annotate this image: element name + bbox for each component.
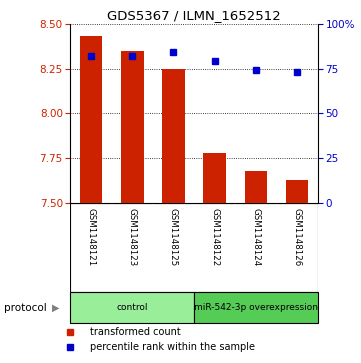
Text: protocol: protocol bbox=[4, 303, 46, 313]
Bar bbox=[286, 180, 308, 203]
Bar bbox=[194, 292, 318, 323]
Text: transformed count: transformed count bbox=[90, 327, 181, 337]
Text: ▶: ▶ bbox=[52, 303, 60, 313]
Text: control: control bbox=[117, 303, 148, 312]
Text: GSM1148126: GSM1148126 bbox=[292, 208, 301, 266]
Text: percentile rank within the sample: percentile rank within the sample bbox=[90, 342, 255, 352]
Bar bbox=[203, 153, 226, 203]
Text: GSM1148123: GSM1148123 bbox=[128, 208, 137, 266]
Text: miR-542-3p overexpression: miR-542-3p overexpression bbox=[194, 303, 318, 312]
Bar bbox=[162, 69, 185, 203]
Text: GSM1148122: GSM1148122 bbox=[210, 208, 219, 266]
Bar bbox=[244, 171, 267, 203]
Title: GDS5367 / ILMN_1652512: GDS5367 / ILMN_1652512 bbox=[107, 9, 281, 23]
Bar bbox=[80, 36, 102, 203]
Bar bbox=[70, 292, 194, 323]
Text: GSM1148125: GSM1148125 bbox=[169, 208, 178, 266]
Text: GSM1148124: GSM1148124 bbox=[251, 208, 260, 266]
Bar bbox=[121, 50, 144, 203]
Text: GSM1148121: GSM1148121 bbox=[87, 208, 96, 266]
